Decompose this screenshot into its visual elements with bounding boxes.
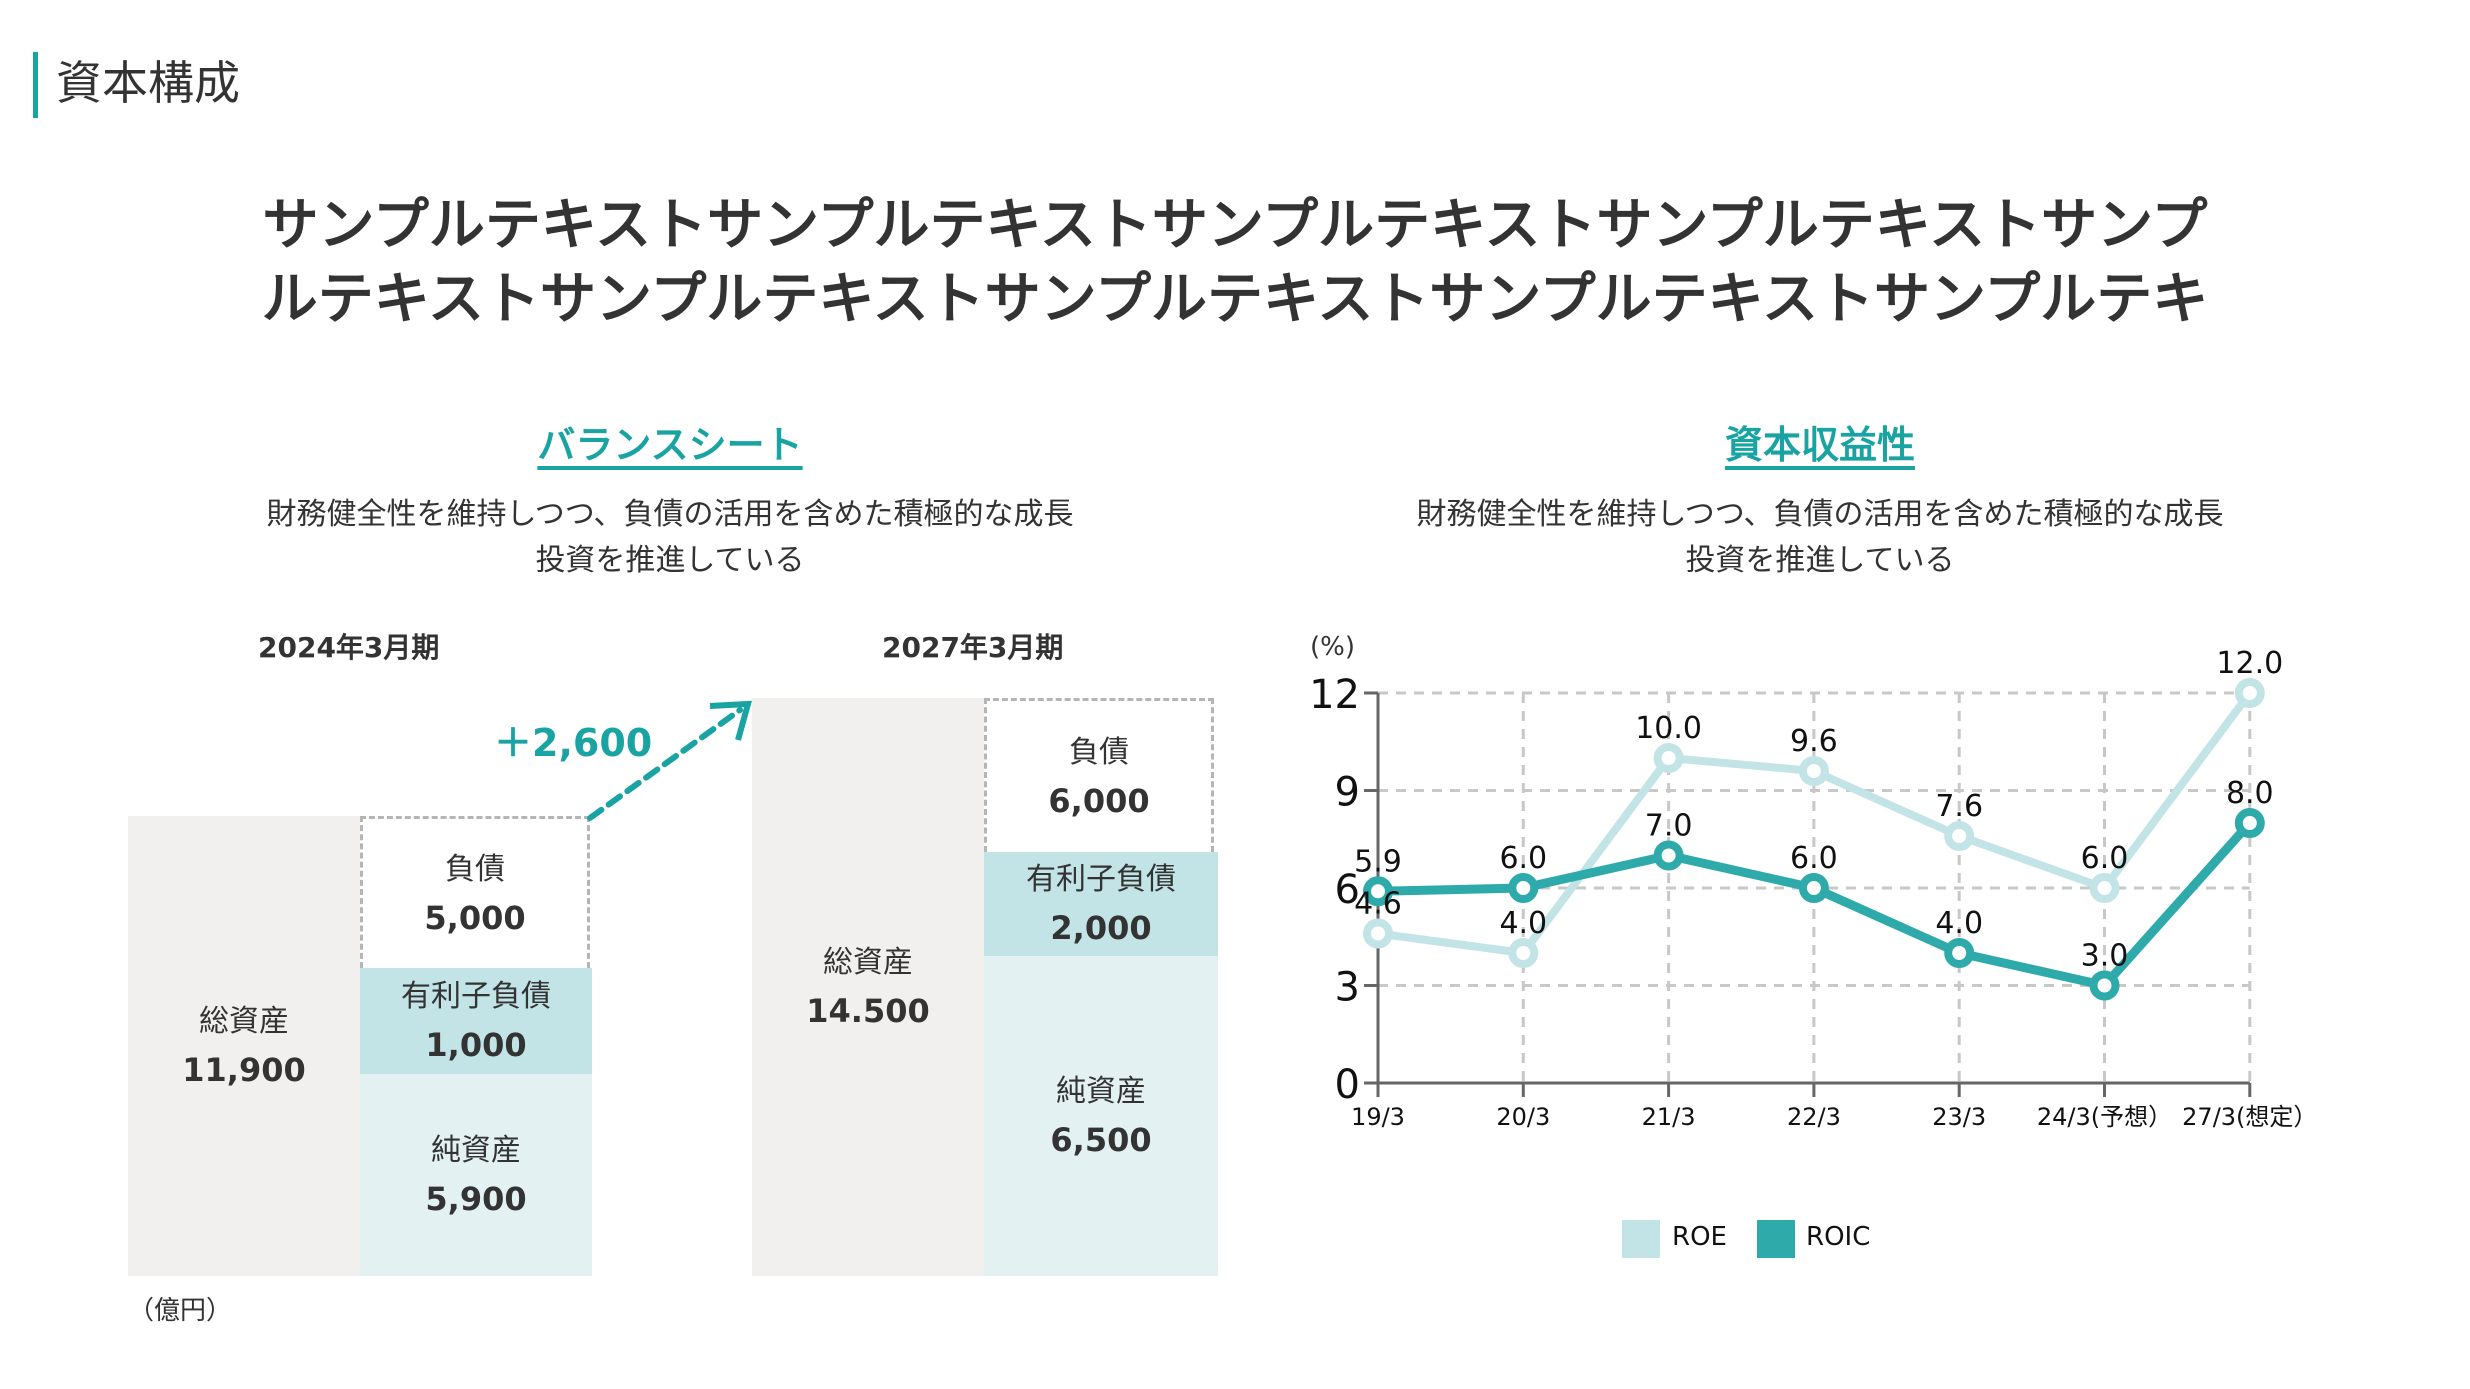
data-point-roe — [1798, 756, 1829, 786]
data-point-roe — [1944, 821, 1975, 851]
bs-2027-debt-label: 有利子負債 — [1026, 862, 1176, 897]
y-tick-label: 6 — [1335, 867, 1360, 913]
data-point-roe — [2089, 873, 2120, 903]
bs-2027-total-assets: 総資産 14.500 — [752, 698, 984, 1276]
unit-label: （億円） — [128, 1296, 233, 1326]
data-point-roe — [2234, 678, 2265, 708]
bs-2024-total-assets: 総資産 11,900 — [128, 816, 360, 1276]
data-label-roe: 6.0 — [2081, 841, 2129, 876]
bs-2027-liabilities: 負債 6,000 — [984, 698, 1214, 852]
balance-sheet-desc-line-1: 財務健全性を維持しつつ、負債の活用を含めた積極的な成長 — [266, 497, 1074, 532]
bs-2027-net-assets: 純資産 6,500 — [984, 956, 1218, 1276]
bs-2027-net-assets-value: 6,500 — [1050, 1121, 1152, 1159]
page-title: 資本構成 — [56, 56, 240, 110]
data-label-roe: 4.0 — [1499, 906, 1547, 941]
legend-label-roic: ROIC — [1806, 1222, 1871, 1252]
bs-2024-liabilities: 負債 5,000 — [360, 816, 590, 968]
data-point-roic — [2234, 808, 2265, 838]
chart-series — [1363, 678, 2265, 1001]
lead-text-line-2: ルテキストサンプルテキストサンプルテキストサンプルテキストサンプルテキ — [261, 267, 2209, 332]
data-label-roic: 6.0 — [1790, 841, 1838, 876]
bs-2024-debt-label: 有利子負債 — [401, 979, 551, 1014]
data-label-roic: 6.0 — [1499, 841, 1547, 876]
x-tick-label: 22/3 — [1787, 1103, 1841, 1131]
bs-2024-debt-value: 1,000 — [425, 1026, 527, 1064]
profitability-desc-line-2: 投資を推進している — [1685, 543, 1955, 578]
balance-sheet-desc-line-2: 投資を推進している — [535, 543, 805, 578]
data-point-roe — [1363, 918, 1393, 949]
data-label-roe: 10.0 — [1635, 711, 1702, 746]
lead-text-line-1: サンプルテキストサンプルテキストサンプルテキストサンプルテキストサンプ — [262, 193, 2208, 258]
data-point-roic — [1798, 873, 1829, 903]
data-label-roic: 8.0 — [2226, 776, 2274, 811]
data-label-roic: 4.0 — [1935, 906, 1983, 941]
delta-label: ＋2,600 — [494, 721, 653, 765]
x-tick-label: 23/3 — [1932, 1103, 1986, 1131]
balance-sheet-heading: バランスシート — [537, 423, 803, 467]
bs-2024-total-assets-label: 総資産 — [199, 1004, 289, 1039]
data-label-roe: 4.6 — [1354, 887, 1402, 922]
x-tick-label: 19/3 — [1351, 1103, 1405, 1131]
chart-labels: 4.6 4.0 10.0 9.6 7.6 6.0 12.0 5.9 6.0 7.0 6.0 4.0 3.… — [1354, 646, 2283, 974]
x-tick-label: 24/3(予想） — [2037, 1103, 2172, 1131]
bs-2024-net-assets: 純資産 5,900 — [360, 1074, 592, 1276]
legend-swatch-roic — [1757, 1220, 1795, 1258]
bs-2024-total-assets-value: 11,900 — [182, 1051, 306, 1089]
data-point-roic — [1508, 873, 1539, 903]
bs-2024-net-assets-value: 5,900 — [425, 1180, 527, 1218]
bs-2024-liabilities-value: 5,000 — [424, 898, 526, 937]
bs-2027-total-assets-value: 14.500 — [806, 992, 930, 1030]
bs-2024-liabilities-label: 負債 — [445, 851, 505, 887]
data-label-roic: 3.0 — [2081, 939, 2129, 974]
growth-arrow-icon — [587, 700, 753, 821]
x-tick-label: 20/3 — [1496, 1103, 1550, 1131]
bs-2027-debt-value: 2,000 — [1050, 909, 1152, 947]
roe-roic-line-chart: 0 3 6 9 12 19/3 20/3 21/3 22/3 23/3 24/3(予想） 27/3(想… — [1309, 632, 2317, 1131]
data-point-roic — [1653, 840, 1684, 871]
bs-2027-net-assets-label: 純資産 — [1056, 1074, 1146, 1109]
profitability-heading: 資本収益性 — [1724, 423, 1915, 467]
data-label-roe: 12.0 — [2216, 646, 2283, 681]
bs-2027-liabilities-label: 負債 — [1069, 734, 1129, 770]
legend-label-roe: ROE — [1672, 1222, 1727, 1252]
data-point-roic — [1363, 876, 1393, 907]
x-tick-label: 27/3(想定） — [2182, 1103, 2317, 1131]
data-point-roe — [1653, 743, 1684, 773]
bs-2027-total-assets-label: 総資産 — [823, 945, 913, 980]
title-accent-bar — [33, 52, 38, 118]
bs-2027-liabilities-value: 6,000 — [1048, 781, 1150, 820]
y-tick-label: 3 — [1335, 965, 1360, 1011]
data-label-roic: 5.9 — [1354, 844, 1402, 879]
bs-2024-interest-bearing-debt: 有利子負債 1,000 — [360, 968, 592, 1074]
bs-2027-interest-bearing-debt: 有利子負債 2,000 — [984, 852, 1218, 956]
bs-2024-net-assets-label: 純資産 — [431, 1133, 521, 1168]
profitability-desc-line-1: 財務健全性を維持しつつ、負債の活用を含めた積極的な成長 — [1416, 497, 2224, 532]
data-label-roic: 7.0 — [1645, 809, 1693, 844]
x-tick-label: 21/3 — [1642, 1103, 1696, 1131]
y-axis-unit-label: (%) — [1310, 632, 1355, 662]
y-tick-label: 9 — [1335, 770, 1360, 816]
legend-swatch-roe — [1622, 1220, 1660, 1258]
data-point-roic — [1944, 938, 1975, 968]
data-point-roe — [1508, 938, 1539, 968]
period-label-2024: 2024年3月期 — [258, 631, 440, 664]
period-label-2027: 2027年3月期 — [882, 631, 1064, 664]
y-tick-label: 12 — [1309, 672, 1360, 718]
data-label-roe: 7.6 — [1935, 789, 1983, 824]
chart-axes: 0 3 6 9 12 19/3 20/3 21/3 22/3 23/3 24/3(予想） 27/3(想… — [1309, 632, 2317, 1131]
data-label-roe: 9.6 — [1790, 724, 1838, 759]
y-tick-label: 0 — [1335, 1062, 1360, 1108]
data-point-roic — [2089, 970, 2120, 1001]
